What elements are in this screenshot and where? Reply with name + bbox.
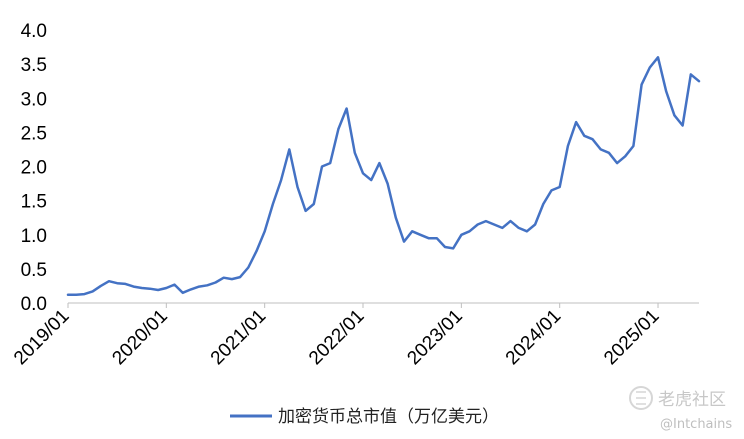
watermark-brand: 老虎社区 bbox=[658, 390, 726, 410]
x-tick-label: 2021/01 bbox=[207, 306, 270, 369]
y-tick-label: 4.0 bbox=[21, 21, 47, 42]
y-tick-label: 3.5 bbox=[21, 55, 47, 76]
tiger-logo-icon bbox=[629, 386, 653, 410]
x-tick-label: 2022/01 bbox=[305, 306, 368, 369]
y-tick-label: 0.5 bbox=[21, 260, 47, 281]
series-line bbox=[66, 56, 701, 297]
y-tick-label: 2.5 bbox=[21, 123, 47, 144]
legend: 加密货币总市值（万亿美元） bbox=[230, 407, 499, 427]
x-tick-label: 2020/01 bbox=[108, 306, 171, 369]
y-tick-label: 3.0 bbox=[21, 89, 47, 110]
y-tick-label: 2.0 bbox=[21, 158, 47, 179]
series-layer bbox=[66, 56, 701, 297]
legend-label: 加密货币总市值（万亿美元） bbox=[278, 407, 499, 427]
watermark-handle: @Intchains bbox=[660, 417, 732, 432]
y-axis-labels: 0.0 0.5 1.0 1.5 2.0 2.5 3.0 3.5 4.0 bbox=[21, 21, 47, 315]
x-tick-label: 2025/01 bbox=[600, 306, 663, 369]
x-axis bbox=[67, 302, 699, 308]
y-tick-label: 1.0 bbox=[21, 226, 47, 247]
x-tick-label: 2023/01 bbox=[403, 306, 466, 369]
x-tick-label: 2019/01 bbox=[10, 306, 73, 369]
x-axis-labels: 2019/01 2020/01 2021/01 2022/01 2023/01 2024/… bbox=[10, 306, 663, 369]
y-tick-label: 1.5 bbox=[21, 192, 47, 213]
y-tick-label: 0.0 bbox=[21, 294, 47, 315]
x-tick-label: 2024/01 bbox=[502, 306, 565, 369]
watermark: 老虎社区 @Intchains bbox=[629, 386, 732, 432]
